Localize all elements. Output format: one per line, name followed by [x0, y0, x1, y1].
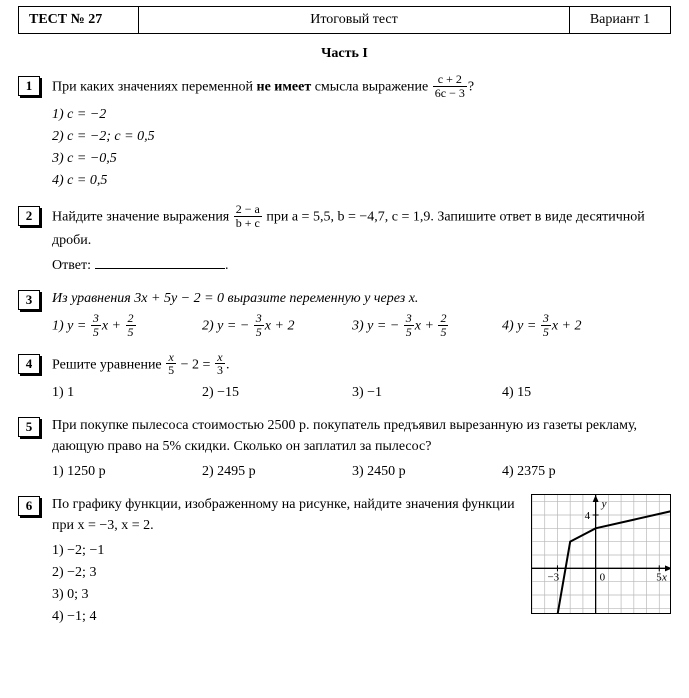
- option-3: 3) 0; 3: [52, 584, 519, 605]
- question-number: 4: [18, 354, 40, 374]
- question-3: 3 Из уравнения 3x + 5y − 2 = 0 выразите …: [18, 288, 671, 339]
- option-2: 2) 2495 р: [202, 461, 322, 482]
- question-4: 4 Решите уравнение x5 − 2 = x3. 1) 1 2) …: [18, 352, 671, 403]
- text: ?: [468, 79, 474, 94]
- question-number: 5: [18, 417, 40, 437]
- numerator: c + 2: [433, 73, 467, 87]
- denominator: b + c: [234, 217, 262, 230]
- question-stem: По графику функции, изображенному на рис…: [52, 494, 519, 536]
- question-stem: Из уравнения 3x + 5y − 2 = 0 выразите пе…: [52, 288, 671, 309]
- question-number: 2: [18, 206, 40, 226]
- text: Решите уравнение: [52, 357, 165, 372]
- question-text: По графику функции, изображенному на рис…: [52, 494, 519, 628]
- option-1: 1) −2; −1: [52, 540, 519, 561]
- test-title: Итоговый тест: [139, 7, 570, 33]
- option-2: 2) −2; 3: [52, 562, 519, 583]
- question-body: Найдите значение выражения 2 − ab + c пр…: [52, 204, 671, 276]
- answer-line: Ответ:.: [52, 255, 671, 276]
- answer-blank[interactable]: [95, 268, 225, 269]
- question-5: 5 При покупке пылесоса стоимостью 2500 р…: [18, 415, 671, 482]
- answer-options: 1) c = −2 2) c = −2; c = 0,5 3) c = −0,5…: [52, 104, 671, 191]
- question-stem: При каких значениях переменной не имеет …: [52, 74, 671, 100]
- answer-options: 1) −2; −1 2) −2; 3 3) 0; 3 4) −1; 4: [52, 540, 519, 627]
- fraction: x5: [166, 351, 176, 377]
- question-stem: Найдите значение выражения 2 − ab + c пр…: [52, 204, 671, 251]
- question-stem: Решите уравнение x5 − 2 = x3.: [52, 352, 671, 378]
- text: смысла выражение: [311, 79, 432, 94]
- part-title: Часть I: [18, 46, 671, 62]
- option-4: 4) y = 35x + 2: [502, 313, 622, 339]
- option-3: 3) −1: [352, 382, 472, 403]
- question-number: 3: [18, 290, 40, 310]
- test-variant: Вариант 1: [570, 7, 670, 33]
- option-1: 1) 1: [52, 382, 172, 403]
- svg-text:4: 4: [585, 510, 591, 522]
- question-2: 2 Найдите значение выражения 2 − ab + c …: [18, 204, 671, 276]
- test-header: ТЕСТ № 27 Итоговый тест Вариант 1: [18, 6, 671, 34]
- option-2: 2) y = − 35x + 2: [202, 313, 322, 339]
- denominator: 6c − 3: [433, 87, 467, 100]
- fraction: x3: [215, 351, 225, 377]
- question-body: При каких значениях переменной не имеет …: [52, 74, 671, 192]
- text: Найдите значение выражения: [52, 210, 233, 225]
- option-4: 4) 2375 р: [502, 461, 622, 482]
- question-1: 1 При каких значениях переменной не имее…: [18, 74, 671, 192]
- numerator: 2 − a: [234, 203, 262, 217]
- question-body: По графику функции, изображенному на рис…: [52, 494, 671, 628]
- option-4: 4) c = 0,5: [52, 170, 671, 191]
- svg-text:x: x: [661, 571, 667, 583]
- option-2: 2) −15: [202, 382, 322, 403]
- question-stem: При покупке пылесоса стоимостью 2500 р. …: [52, 415, 671, 457]
- answer-options: 1) y = 35x + 25 2) y = − 35x + 2 3) y = …: [52, 313, 671, 339]
- answer-label: Ответ:: [52, 258, 91, 273]
- option-4: 4) 15: [502, 382, 622, 403]
- question-number: 1: [18, 76, 40, 96]
- answer-options: 1) 1250 р 2) 2495 р 3) 2450 р 4) 2375 р: [52, 461, 671, 482]
- text: .: [225, 258, 229, 273]
- fraction: 2 − ab + c: [234, 203, 262, 229]
- question-body: При покупке пылесоса стоимостью 2500 р. …: [52, 415, 671, 482]
- fraction: c + 26c − 3: [433, 73, 467, 99]
- svg-text:y: y: [601, 498, 607, 510]
- option-1: 1) y = 35x + 25: [52, 313, 172, 339]
- svg-text:−3: −3: [547, 571, 559, 583]
- option-1: 1) c = −2: [52, 104, 671, 125]
- option-3: 3) y = − 35x + 25: [352, 313, 472, 339]
- text: .: [226, 357, 230, 372]
- test-number: ТЕСТ № 27: [19, 7, 139, 33]
- answer-options: 1) 1 2) −15 3) −1 4) 15: [52, 382, 671, 403]
- bold-text: не имеет: [257, 79, 312, 94]
- option-3: 3) 2450 р: [352, 461, 472, 482]
- option-4: 4) −1; 4: [52, 606, 519, 627]
- svg-text:0: 0: [600, 571, 606, 583]
- question-body: Из уравнения 3x + 5y − 2 = 0 выразите пе…: [52, 288, 671, 339]
- option-3: 3) c = −0,5: [52, 148, 671, 169]
- svg-text:5: 5: [656, 571, 662, 583]
- option-1: 1) 1250 р: [52, 461, 172, 482]
- question-number: 6: [18, 496, 40, 516]
- option-2: 2) c = −2; c = 0,5: [52, 126, 671, 147]
- question-body: Решите уравнение x5 − 2 = x3. 1) 1 2) −1…: [52, 352, 671, 403]
- question-6: 6 По графику функции, изображенному на р…: [18, 494, 671, 628]
- function-graph: y x 0 5 −3 4: [531, 494, 671, 614]
- text: При каких значениях переменной: [52, 79, 257, 94]
- text: − 2 =: [177, 357, 214, 372]
